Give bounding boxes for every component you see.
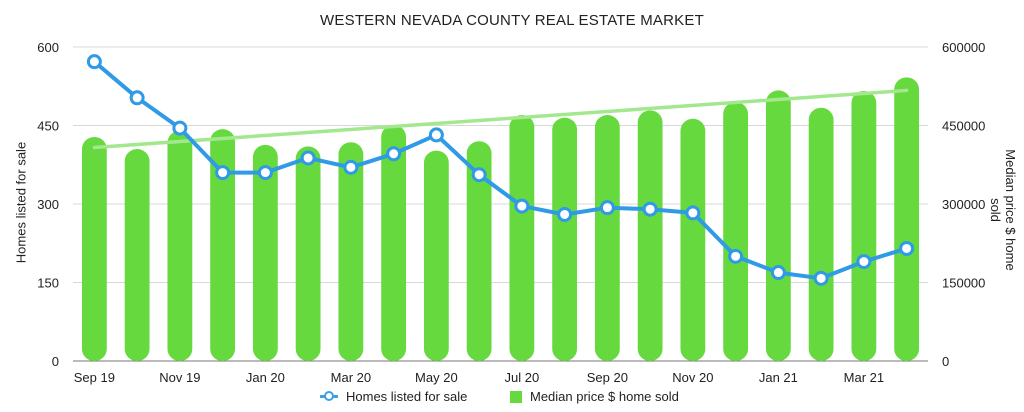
bar <box>637 110 663 361</box>
data-point <box>685 205 701 221</box>
data-point <box>599 200 615 216</box>
y-tick-label-left: 600 <box>37 40 59 55</box>
data-point <box>471 167 487 183</box>
x-tick-label: Jan 20 <box>246 370 285 385</box>
legend-line-marker-icon <box>320 391 338 401</box>
legend-label-homes: Homes listed for sale <box>346 389 468 404</box>
data-point <box>300 150 316 166</box>
bar <box>594 115 620 362</box>
bar <box>81 137 107 361</box>
data-point <box>215 165 231 181</box>
y-tick-label-right: 300000 <box>942 197 985 212</box>
y-tick-label-right: 600000 <box>942 40 985 55</box>
y-tick-label-right: 0 <box>942 354 949 369</box>
bar <box>124 149 150 361</box>
legend-swatch-icon <box>510 390 522 403</box>
y-tick-label-left: 450 <box>37 119 59 134</box>
y-tick-label-left: 0 <box>52 354 59 369</box>
bar <box>381 124 407 361</box>
y-tick-label-left: 300 <box>37 197 59 212</box>
bar <box>808 107 834 361</box>
bar <box>765 90 791 361</box>
legend-item-price: Median price $ home sold <box>510 389 679 404</box>
data-point <box>129 90 145 106</box>
data-point <box>86 54 102 70</box>
bar <box>466 141 492 361</box>
x-tick-label: May 20 <box>415 370 458 385</box>
y-tick-label-right: 450000 <box>942 119 985 134</box>
data-point <box>728 248 744 264</box>
data-point <box>770 265 786 281</box>
legend-label-price: Median price $ home sold <box>530 389 679 404</box>
legend-item-homes: Homes listed for sale <box>320 389 467 404</box>
bar <box>338 142 364 361</box>
x-tick-label: Nov 20 <box>672 370 713 385</box>
bar <box>680 118 706 362</box>
data-point <box>514 198 530 214</box>
bar <box>210 129 236 361</box>
x-tick-label: Mar 20 <box>331 370 371 385</box>
x-tick-label: Sep 20 <box>587 370 628 385</box>
data-point <box>813 270 829 286</box>
y-tick-label-right: 150000 <box>942 276 985 291</box>
x-tick-label: Sep 19 <box>74 370 115 385</box>
data-point <box>343 159 359 175</box>
chart-title: WESTERN NEVADA COUNTY REAL ESTATE MARKET <box>320 12 704 29</box>
bar <box>423 150 449 361</box>
x-tick-label: Jul 20 <box>505 370 540 385</box>
data-point <box>172 120 188 136</box>
bar <box>509 115 535 362</box>
bar <box>723 101 749 361</box>
bar <box>167 130 193 361</box>
data-point <box>428 127 444 143</box>
data-point <box>642 201 658 217</box>
trendline <box>92 88 909 150</box>
data-point <box>899 240 915 256</box>
y-tick-label-left: 150 <box>37 276 59 291</box>
data-point <box>257 165 273 181</box>
bar <box>295 146 321 361</box>
bar <box>894 77 920 361</box>
data-point <box>856 254 872 270</box>
data-point <box>557 206 573 222</box>
bar <box>552 117 578 362</box>
x-tick-label: Jan 21 <box>759 370 798 385</box>
bar <box>851 90 877 362</box>
data-point <box>386 146 402 162</box>
x-tick-label: Nov 19 <box>159 370 200 385</box>
x-tick-label: Mar 21 <box>844 370 884 385</box>
bar <box>252 144 278 361</box>
